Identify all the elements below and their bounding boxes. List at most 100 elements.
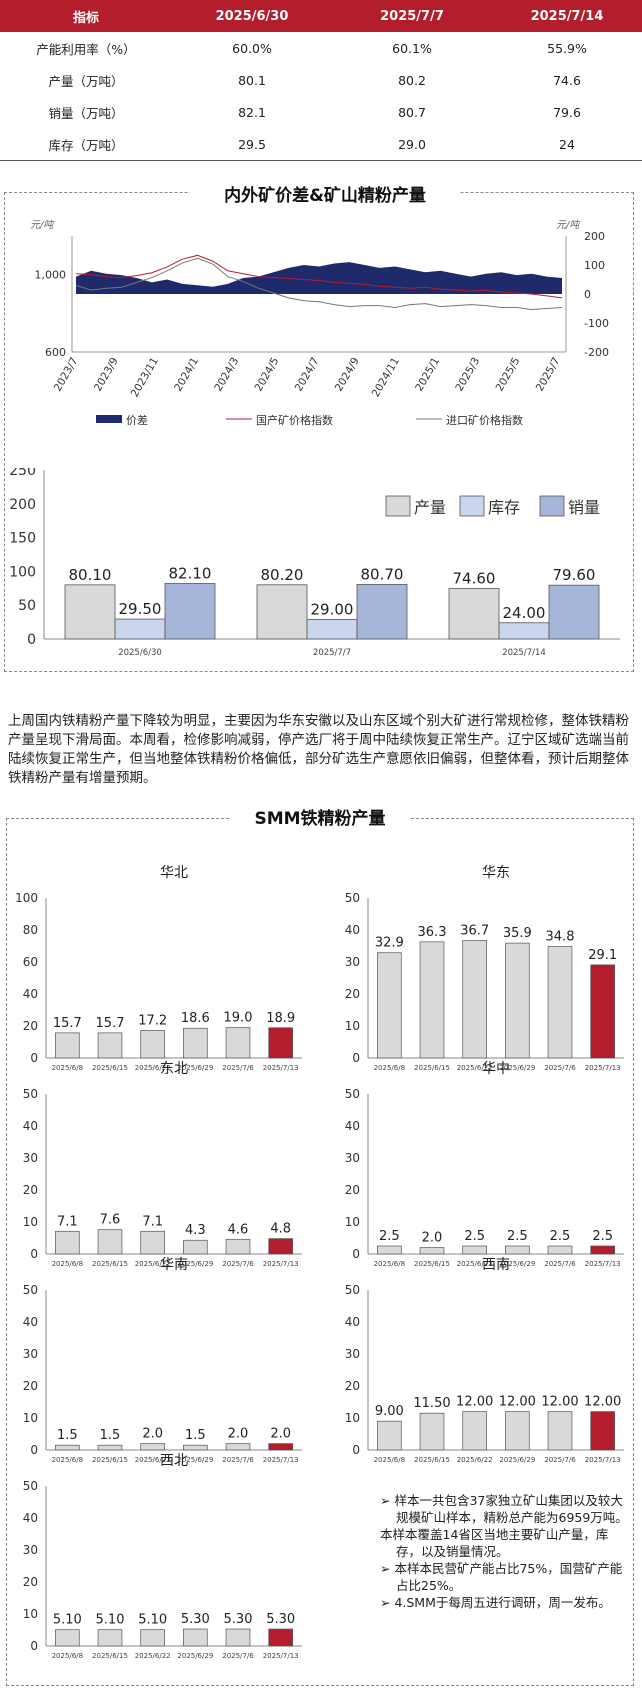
summary-table: 指标 2025/6/30 2025/7/7 2025/7/14 产能利用率（%）…: [0, 0, 642, 161]
y-tick: 30: [345, 1151, 360, 1165]
bar: [97, 1629, 123, 1647]
y-tick: 40: [23, 1315, 38, 1329]
bar: [377, 1420, 402, 1451]
bar: [140, 1230, 165, 1255]
table-cell: 60.1%: [392, 40, 432, 56]
legend-swatch: [539, 495, 565, 517]
table-cell: 产能利用率（%）: [36, 41, 136, 57]
data-label: 11.50: [413, 1396, 450, 1411]
region-title: 东北: [160, 1061, 188, 1077]
data-label: 17.2: [138, 1013, 167, 1028]
bar-销量: [356, 584, 408, 640]
y-tick: 250: [9, 468, 36, 479]
table-cell: 74.6: [553, 72, 581, 88]
x-tick: 2025/7/13: [263, 1260, 299, 1268]
series-area-spread: [76, 262, 562, 294]
bar: [419, 1412, 445, 1451]
x-tick: 2025/6/29: [177, 1260, 213, 1268]
x-tick: 2023/9: [92, 356, 121, 394]
x-tick: 2025/6/15: [92, 1064, 128, 1072]
x-tick: 2025/6/15: [92, 1260, 128, 1268]
bar: [462, 1245, 487, 1255]
panel-title: 内外矿价差&矿山精粉产量: [190, 181, 460, 206]
x-tick: 2025/6/8: [52, 1064, 83, 1072]
y-right-tick: 0: [584, 288, 591, 301]
data-label: 79.60: [553, 566, 596, 584]
x-tick: 2025/6/22: [135, 1456, 171, 1464]
y-tick: 40: [345, 1119, 360, 1133]
data-label: 5.10: [138, 1613, 167, 1628]
bar: [505, 1411, 530, 1451]
production-bar-chart: 0 50 100 150 200 250 80.10 29.50 82.10 2025/6/30 8…: [9, 468, 620, 658]
bar: [140, 1030, 165, 1059]
table-cell: 80.2: [398, 72, 426, 88]
bar: [97, 1032, 123, 1059]
x-tick: 2025/7: [534, 356, 563, 394]
legend-swatch: [385, 495, 411, 517]
y-tick: 0: [352, 1443, 360, 1457]
bar: [183, 1239, 208, 1255]
y-tick: 0: [30, 1247, 38, 1261]
x-tick: 2025/6/15: [414, 1260, 450, 1268]
x-tick: 2025/7/13: [585, 1260, 621, 1268]
table-row: 产能利用率（%） 60.0% 60.1% 55.9%: [0, 32, 642, 64]
y-tick: 40: [23, 1119, 38, 1133]
note-item: ➢ 本样本民营矿产能占比75%，国营矿产能占比25%。: [380, 1561, 623, 1593]
data-label: 12.00: [541, 1395, 578, 1410]
bar-库存: [114, 618, 166, 640]
legend-label: 产量: [414, 498, 446, 517]
y-right-tick: -100: [584, 317, 609, 330]
bar: [590, 964, 615, 1059]
bar: [225, 1027, 251, 1059]
y-tick: 0: [30, 1051, 38, 1065]
x-tick: 2024/11: [370, 356, 402, 400]
y-left-unit: 元/吨: [30, 219, 55, 231]
bar: [590, 1411, 615, 1451]
x-tick: 2025/7/13: [585, 1456, 621, 1464]
y-tick: 0: [352, 1247, 360, 1261]
bar: [97, 1229, 123, 1255]
bar: [183, 1027, 208, 1059]
bar: [590, 1245, 615, 1255]
data-label: 5.30: [181, 1612, 210, 1627]
x-tick: 2025/6/22: [457, 1456, 493, 1464]
x-tick: 2025/6/29: [177, 1456, 213, 1464]
data-label: 2.5: [379, 1229, 400, 1244]
bar: [505, 1245, 530, 1255]
y-tick: 20: [345, 1379, 360, 1393]
note-item: ➢ 4.SMM于每周五进行调研，周一发布。: [380, 1595, 611, 1610]
x-tick: 2025/7/6: [222, 1456, 254, 1464]
x-tick: 2025/7/6: [222, 1260, 254, 1268]
x-tick: 2023/11: [129, 356, 161, 400]
bar-产量: [256, 584, 308, 640]
x-tick: 2024/3: [212, 356, 241, 394]
bar: [225, 1238, 251, 1255]
bar: [55, 1629, 80, 1647]
data-label: 35.9: [503, 926, 532, 941]
y-tick: 10: [345, 1215, 360, 1229]
data-label: 82.10: [169, 565, 212, 583]
bar: [268, 1628, 293, 1647]
x-tick: 2025/6/30: [118, 648, 162, 658]
data-label: 18.9: [266, 1011, 295, 1026]
bar-库存: [498, 622, 550, 640]
data-label: 1.5: [100, 1428, 121, 1443]
bar: [183, 1444, 208, 1451]
data-label: 4.6: [228, 1222, 249, 1237]
bar: [419, 941, 445, 1059]
y-right-tick: -200: [584, 346, 609, 359]
table-cell: 60.0%: [232, 40, 272, 56]
x-tick: 2024/9: [333, 356, 362, 394]
legend-label: 国产矿价格指数: [256, 413, 333, 427]
y-tick: 20: [23, 1019, 38, 1033]
y-tick: 0: [30, 1639, 38, 1653]
y-tick: 50: [18, 598, 36, 614]
region-title: 华中: [482, 1061, 510, 1077]
table-cell: 产量（万吨）: [48, 73, 124, 89]
y-tick: 20: [345, 987, 360, 1001]
y-tick: 40: [345, 923, 360, 937]
x-tick: 2025/6/8: [374, 1260, 405, 1268]
y-right-tick: 100: [584, 259, 605, 272]
data-label: 80.70: [361, 565, 404, 583]
legend-label: 价差: [126, 413, 148, 427]
